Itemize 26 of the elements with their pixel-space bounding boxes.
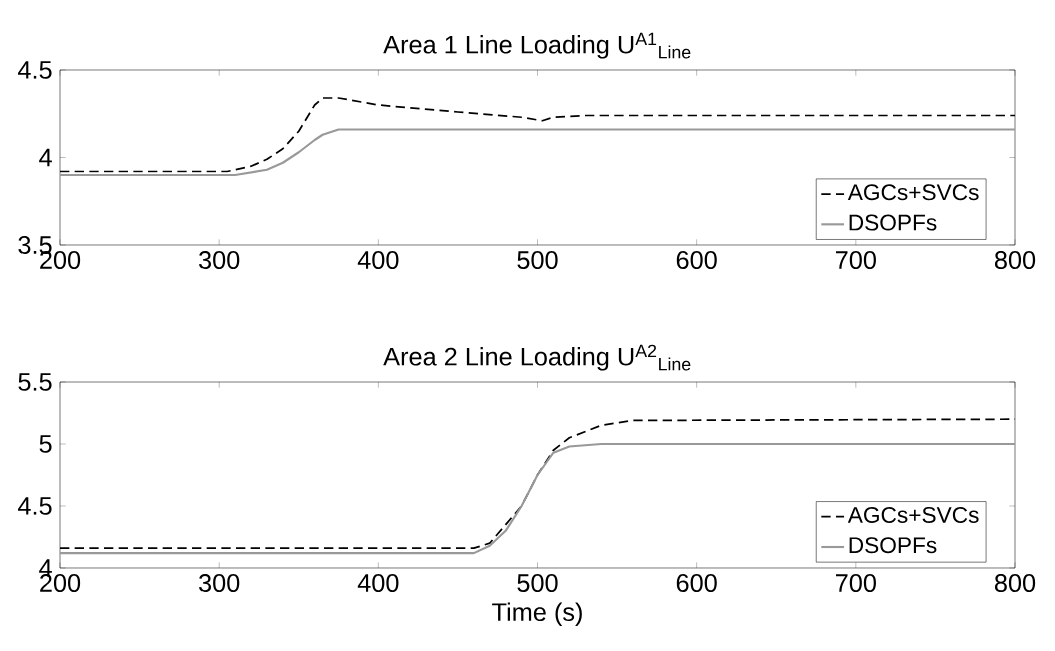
x-tick-label: 400: [357, 251, 399, 269]
x-tick-label: 500: [517, 574, 558, 592]
x-tick-label: 300: [199, 574, 240, 592]
chart-title: Area 1 Line Loading U$^{A1}$Line: [383, 32, 691, 59]
legend-label: AGCs+SVCs: [847, 184, 979, 201]
y-tick-label: 4.5: [18, 61, 52, 79]
x-tick-label: 600: [676, 251, 717, 269]
x-tick-label: 700: [836, 251, 876, 269]
y-tick-label: 4.5: [18, 497, 52, 515]
x-tick-label: 800: [994, 251, 1036, 269]
legend-label: AGCs+SVCs: [847, 506, 979, 523]
x-tick-label: 500: [517, 251, 558, 269]
legend-label: DSOPFs: [849, 214, 937, 231]
x-tick-label: 300: [199, 251, 240, 269]
line-series: [60, 442, 1015, 555]
x-tick-label: 600: [676, 574, 717, 592]
y-tick-label: 5: [39, 435, 52, 453]
x-axis-title: Time (s): [492, 602, 582, 627]
chart-title: Area 2 Line Loading U$^{A2}$Line: [383, 344, 691, 371]
y-tick-label: 5.5: [18, 373, 52, 391]
legend-label: DSOPFs: [849, 537, 937, 554]
x-tick-label: 700: [836, 574, 876, 592]
x-tick-label: 800: [994, 574, 1036, 592]
line-series: [60, 128, 1015, 177]
x-tick-label: 400: [357, 574, 399, 592]
y-tick-label: 4: [39, 148, 52, 167]
